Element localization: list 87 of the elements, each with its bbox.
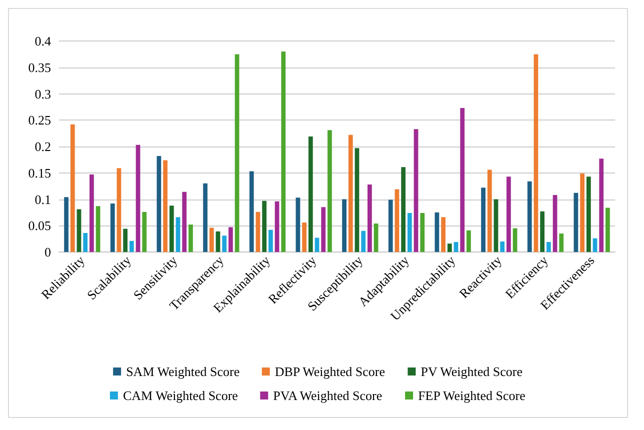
- bar: [407, 212, 412, 252]
- bar: [441, 217, 446, 252]
- bar: [281, 52, 286, 252]
- bar: [90, 174, 94, 252]
- bar: [348, 134, 353, 252]
- legend-label: DBP Weighted Score: [274, 364, 386, 379]
- bar: [552, 195, 558, 252]
- bar: [216, 231, 220, 252]
- bar: [487, 170, 492, 252]
- bar: [494, 199, 498, 252]
- bar: [500, 241, 505, 252]
- y-tick-label: 0.05: [28, 218, 51, 234]
- bar: [136, 144, 140, 252]
- bar: [96, 206, 100, 252]
- y-tick-label: 0.4: [34, 34, 52, 48]
- bar: [420, 212, 425, 252]
- bar: [83, 233, 88, 252]
- bar: [302, 222, 306, 252]
- y-tick-label: 0.3: [34, 86, 51, 102]
- bar: [123, 228, 128, 252]
- bar: [460, 108, 465, 252]
- bar: [256, 212, 260, 252]
- bar: [586, 176, 591, 252]
- bar: [580, 173, 584, 252]
- bar: [268, 230, 273, 252]
- bar: [209, 228, 214, 252]
- bar: [249, 171, 254, 252]
- bar: [64, 197, 68, 252]
- bar: [546, 242, 551, 252]
- bar: [328, 130, 332, 252]
- bar: [540, 211, 545, 252]
- bar: [447, 244, 452, 252]
- bar: [414, 129, 418, 252]
- bar: [296, 198, 300, 252]
- bar: [434, 212, 440, 252]
- y-tick-label: 0.15: [28, 165, 51, 180]
- bar: [169, 206, 174, 252]
- bar: [574, 192, 578, 252]
- bar: [274, 201, 280, 252]
- bar: [129, 240, 134, 252]
- bar: [454, 242, 458, 252]
- bar: [394, 189, 400, 252]
- legend-label: CAM Weighted Score: [122, 388, 238, 403]
- y-tick-label: 0.25: [28, 112, 51, 128]
- bar: [321, 207, 326, 252]
- bar: [156, 156, 162, 252]
- legend-label: PV Weighted Score: [420, 364, 523, 379]
- y-tick-label: 0.2: [34, 139, 51, 154]
- bar: [592, 238, 598, 252]
- bar: [262, 200, 267, 252]
- legend-label: FEP Weighted Score: [418, 388, 526, 403]
- bar: [163, 160, 168, 252]
- bar: [110, 203, 115, 252]
- bar: [599, 158, 604, 252]
- bar: [527, 181, 532, 252]
- bar: [388, 200, 393, 252]
- y-tick-label: 0.1: [34, 192, 51, 207]
- bar: [308, 136, 313, 252]
- bar: [116, 168, 122, 252]
- bar: [342, 199, 346, 252]
- bar: [512, 228, 518, 252]
- bar: [534, 54, 538, 252]
- bar: [506, 176, 511, 252]
- bar: [606, 208, 610, 252]
- bar: [203, 183, 208, 252]
- bar: [481, 188, 486, 252]
- bar: [76, 209, 82, 252]
- bar: [222, 236, 227, 252]
- y-tick-label: 0: [44, 244, 51, 260]
- bar: [361, 230, 366, 252]
- bar: [188, 224, 193, 252]
- bar: [228, 227, 233, 252]
- bar: [142, 212, 147, 252]
- bar: [176, 217, 180, 252]
- bar: [314, 238, 320, 252]
- bar: [70, 124, 75, 252]
- bar: [234, 54, 240, 252]
- legend-label: PVA Weighted Score: [273, 388, 382, 403]
- bar: [374, 224, 378, 252]
- bar: [354, 148, 360, 252]
- y-tick-label: 0.35: [28, 60, 51, 75]
- legend-label: SAM Weighted Score: [126, 364, 240, 379]
- bar: [559, 234, 564, 252]
- bar: [466, 230, 471, 252]
- bar: [182, 192, 187, 252]
- bar: [368, 184, 372, 252]
- bar: [401, 167, 406, 252]
